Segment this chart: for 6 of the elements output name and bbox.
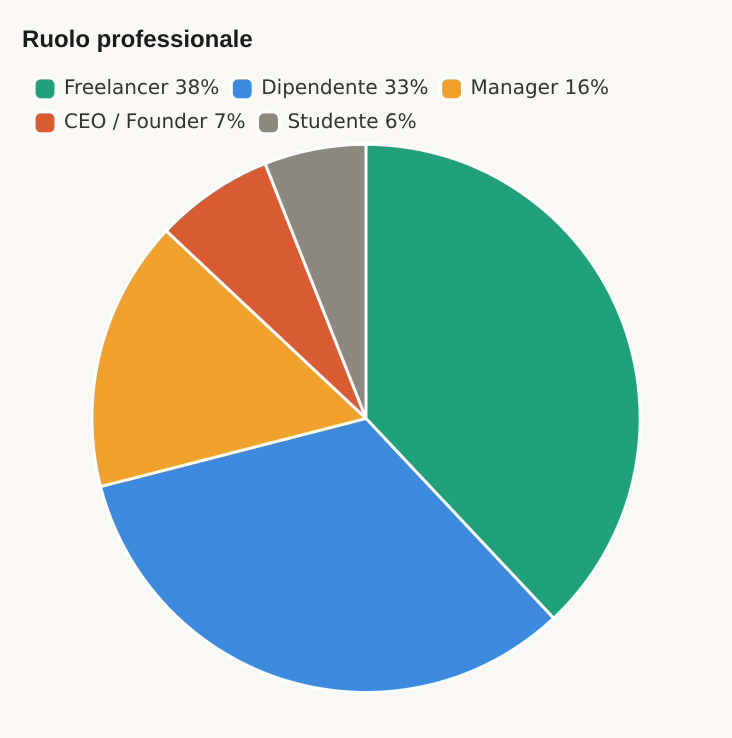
legend-label: Dipendente 33% xyxy=(261,75,429,100)
legend-label: Freelancer 38% xyxy=(64,75,220,100)
chart-title: Ruolo professionale xyxy=(22,26,253,54)
legend-label: CEO / Founder 7% xyxy=(64,109,246,134)
legend-label: Studente 6% xyxy=(287,109,417,134)
legend-label: Manager 16% xyxy=(470,75,610,100)
